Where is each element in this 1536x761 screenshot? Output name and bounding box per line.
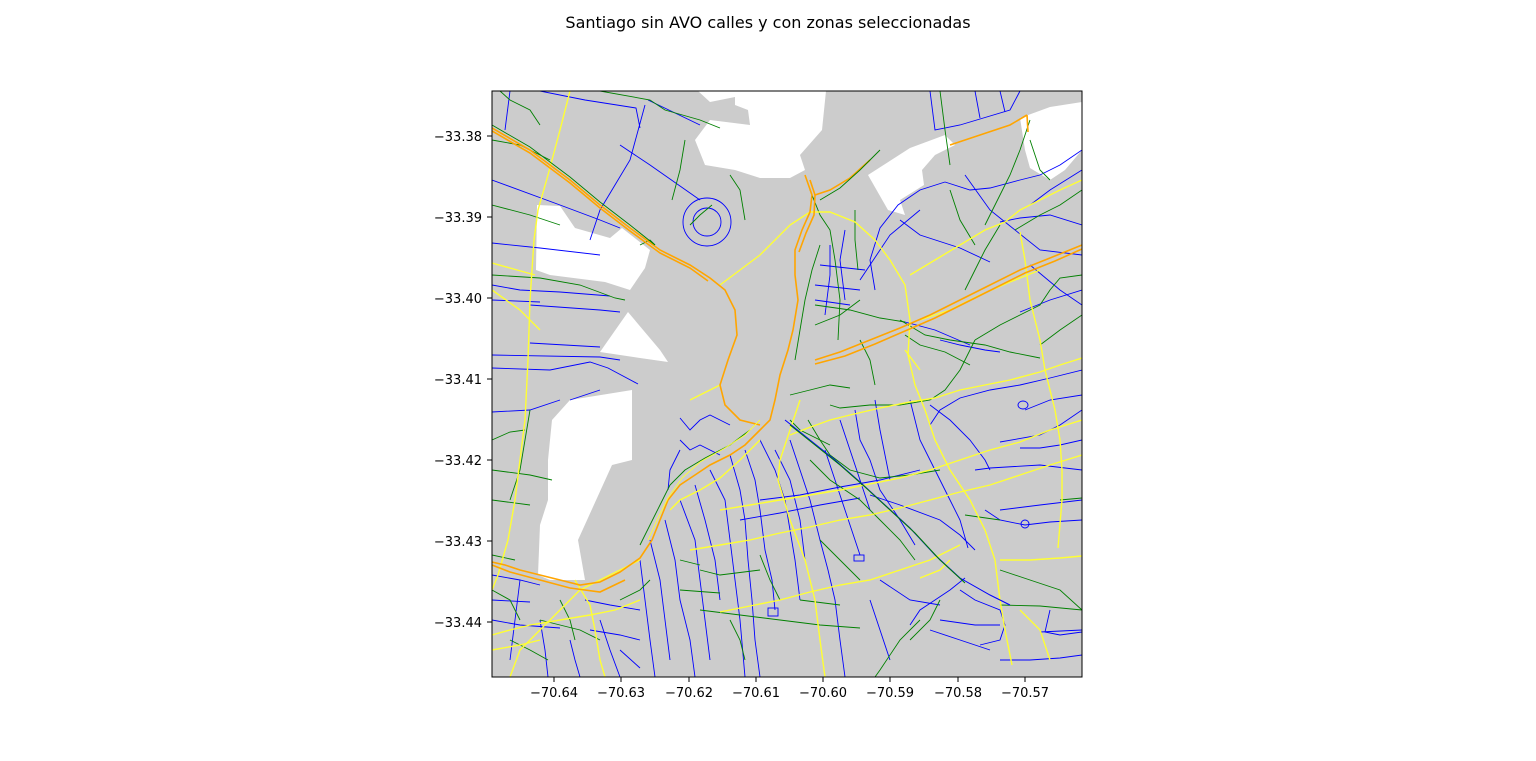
arterial-diagonals — [784, 419, 1011, 606]
riverside-roads — [492, 124, 881, 546]
excluded-zone-southwest — [538, 390, 632, 580]
x-axis — [553, 677, 1026, 682]
y-tick-label: −33.41 — [434, 373, 482, 388]
excluded-zone-northeast — [868, 135, 955, 215]
x-tick-label: −70.58 — [934, 686, 982, 701]
y-tick-label: −33.44 — [434, 616, 482, 631]
y-tick-labels: −33.38 −33.39 −33.40 −33.41 −33.42 −33.4… — [434, 130, 482, 631]
y-tick-label: −33.39 — [434, 211, 482, 226]
excluded-zone-center — [600, 312, 668, 362]
highways — [492, 114, 1082, 593]
x-tick-label: −70.64 — [530, 686, 578, 701]
block-outline — [1017, 400, 1029, 410]
x-tick-label: −70.61 — [732, 686, 780, 701]
map-plot-area — [492, 91, 1082, 677]
roundabout-outer — [682, 197, 732, 247]
excluded-zones — [536, 91, 1082, 580]
y-tick-label: −33.42 — [434, 454, 482, 469]
primary-roads — [492, 91, 1082, 677]
y-tick-label: −33.38 — [434, 130, 482, 145]
y-axis — [487, 135, 492, 623]
y-tick-label: −33.43 — [434, 535, 482, 550]
x-tick-labels: −70.64 −70.63 −70.62 −70.61 −70.60 −70.5… — [530, 686, 1049, 701]
excluded-zone-west — [536, 205, 650, 290]
plot-frame — [491, 90, 1083, 678]
block-outline — [1020, 519, 1030, 529]
local-streets — [492, 91, 1082, 677]
block-outline — [767, 607, 779, 617]
x-tick-label: −70.63 — [597, 686, 645, 701]
x-tick-label: −70.59 — [866, 686, 914, 701]
map-title: Santiago sin AVO calles y con zonas sele… — [565, 13, 970, 32]
x-tick-label: −70.60 — [799, 686, 847, 701]
block-outline — [853, 554, 865, 562]
x-tick-label: −70.62 — [665, 686, 713, 701]
x-tick-label: −70.57 — [1001, 686, 1049, 701]
excluded-zone-north — [695, 91, 826, 178]
y-tick-label: −33.40 — [434, 292, 482, 307]
